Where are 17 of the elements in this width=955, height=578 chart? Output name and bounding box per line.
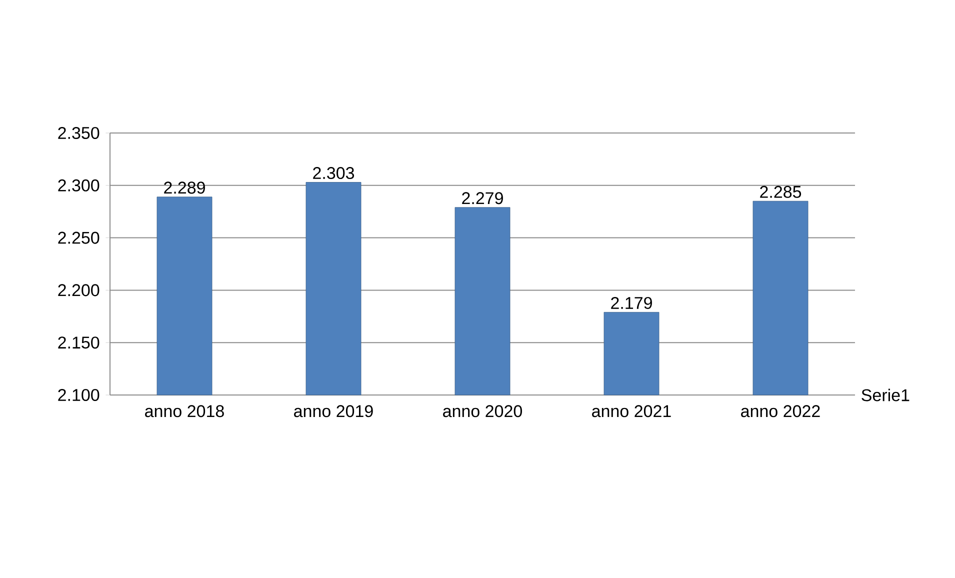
- x-tick-label: anno 2018: [145, 405, 224, 418]
- x-tick-label: anno 2022: [741, 405, 820, 418]
- y-tick-label: 2.350: [58, 126, 100, 140]
- y-tick-label: 2.100: [58, 388, 100, 402]
- data-label: 2.279: [462, 192, 503, 204]
- data-label: 2.179: [611, 296, 652, 310]
- data-label: 2.285: [760, 186, 802, 198]
- y-tick-label: 2.200: [58, 284, 100, 296]
- y-tick-label: 2.300: [58, 179, 100, 192]
- y-tick-label: 2.250: [58, 232, 100, 244]
- x-tick-label: anno 2021: [592, 405, 671, 418]
- text: Serie1: [862, 388, 910, 402]
- data-label: 2.303: [313, 167, 354, 180]
- data-label: 2.289: [164, 182, 205, 194]
- x-tick-label: anno 2019: [294, 405, 373, 418]
- x-tick-label: anno 2020: [443, 405, 522, 418]
- y-tick-label: 2.150: [58, 336, 100, 349]
